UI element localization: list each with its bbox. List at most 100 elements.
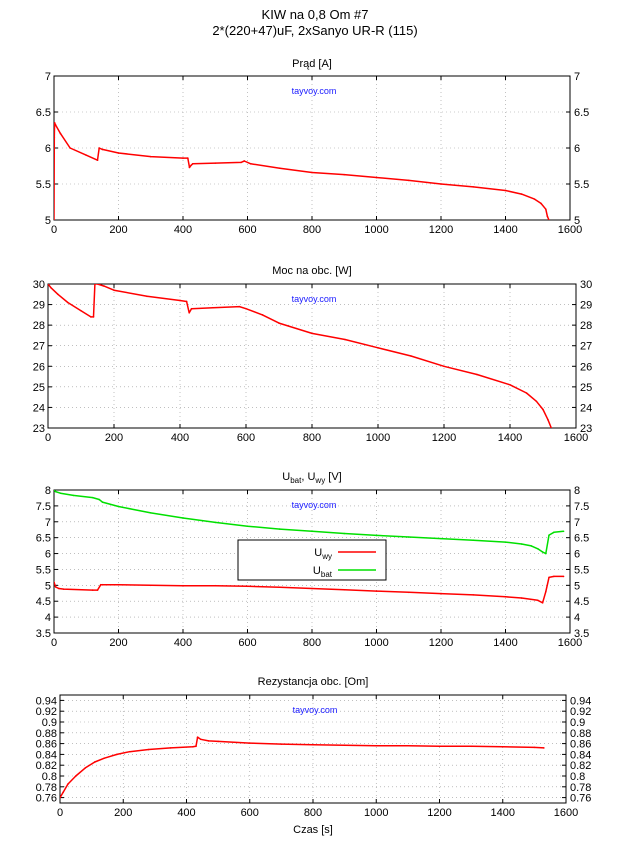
data-point-I bbox=[117, 152, 120, 154]
data-point-P bbox=[344, 338, 346, 341]
data-point-R bbox=[438, 745, 441, 748]
data-point-I bbox=[440, 183, 442, 185]
data-point-P bbox=[92, 316, 95, 318]
data-point-P bbox=[190, 307, 193, 310]
data-point-I bbox=[311, 171, 313, 174]
x-tick-label: 1200 bbox=[429, 224, 453, 236]
data-point-Ubat bbox=[149, 512, 152, 514]
data-point-Ubat bbox=[548, 534, 550, 536]
y-tick-label-right: 0.82 bbox=[570, 760, 591, 772]
data-point-R bbox=[60, 796, 61, 799]
data-point-Ubat bbox=[72, 494, 75, 497]
legend-box bbox=[237, 539, 387, 581]
data-point-I bbox=[472, 186, 475, 188]
x-tick-label: 200 bbox=[105, 432, 123, 444]
data-point-R bbox=[195, 745, 197, 748]
data-point-P bbox=[535, 400, 538, 403]
x-tick-label: 200 bbox=[109, 637, 127, 649]
y-tick-label-right: 26 bbox=[580, 361, 592, 373]
data-point-P bbox=[238, 305, 241, 308]
data-point-Uwy bbox=[214, 584, 217, 587]
series-line-Ubat bbox=[54, 490, 564, 555]
chart-voltage: Ubat, Uwy [V] 0 200 400 600 800 1000 1200 1400 16… bbox=[36, 471, 590, 649]
x-tick-label: 1400 bbox=[493, 637, 517, 649]
data-point-P bbox=[96, 284, 99, 285]
y-tick-label-right: 0.9 bbox=[570, 717, 585, 729]
y-tick-label-left: 6.5 bbox=[36, 107, 51, 119]
data-point-P bbox=[90, 316, 92, 318]
y-tick-label-left: 5.5 bbox=[36, 179, 51, 191]
x-tick-label: 400 bbox=[177, 807, 195, 819]
y-tick-label-left: 0.82 bbox=[36, 760, 57, 772]
data-point-Uwy bbox=[246, 585, 249, 588]
y-tick-label-left: 5.5 bbox=[36, 564, 51, 576]
data-point-R bbox=[543, 747, 545, 749]
figure-title-line2: 2*(220+47)uF, 2xSanyo UR-R (115) bbox=[212, 23, 417, 38]
chart-title: Ubat, Uwy [V] bbox=[282, 471, 341, 485]
y-tick-label-left: 5 bbox=[45, 580, 51, 592]
x-tick-label: 1200 bbox=[427, 807, 451, 819]
data-point-I bbox=[240, 161, 242, 164]
y-tick-label-right: 25 bbox=[580, 382, 592, 394]
data-point-I bbox=[98, 147, 100, 149]
data-point-Uwy bbox=[504, 595, 507, 598]
x-tick-label: 600 bbox=[238, 224, 256, 236]
data-point-Ubat bbox=[541, 551, 544, 553]
data-point-P bbox=[542, 408, 544, 411]
series-Uwy bbox=[54, 575, 565, 604]
data-point-Ubat bbox=[214, 521, 217, 524]
data-point-Ubat bbox=[562, 530, 565, 533]
data-point-R bbox=[62, 791, 64, 793]
data-point-I bbox=[85, 154, 88, 156]
x-tick-label: 1200 bbox=[429, 637, 453, 649]
data-point-Ubat bbox=[54, 490, 55, 491]
watermark-text: tayvoy.com bbox=[292, 294, 337, 304]
chart-title: Prąd [A] bbox=[292, 58, 332, 70]
series-line-P bbox=[48, 284, 552, 428]
data-point-P bbox=[476, 373, 478, 376]
data-point-P bbox=[261, 314, 264, 316]
data-point-I bbox=[504, 189, 507, 192]
legend: Uwy Ubat bbox=[237, 539, 387, 581]
data-point-Uwy bbox=[407, 591, 410, 594]
data-point-I bbox=[187, 157, 189, 159]
data-point-I bbox=[548, 219, 550, 220]
y-tick-label-left: 26 bbox=[33, 361, 45, 373]
y-tick-label-left: 7 bbox=[45, 517, 51, 529]
data-point-P bbox=[443, 365, 445, 368]
data-point-P bbox=[212, 306, 214, 309]
x-tick-label: 1600 bbox=[564, 432, 588, 444]
data-point-Uwy bbox=[101, 583, 104, 586]
x-tick-label: 1200 bbox=[432, 432, 456, 444]
data-point-P bbox=[185, 300, 188, 303]
y-tick-label-right: 6 bbox=[574, 549, 580, 561]
data-point-R bbox=[312, 743, 314, 746]
x-tick-label: 600 bbox=[237, 432, 255, 444]
data-point-Uwy bbox=[548, 576, 550, 579]
data-point-Uwy bbox=[311, 587, 313, 590]
y-tick-label-left: 5 bbox=[45, 215, 51, 227]
data-point-Ubat bbox=[59, 492, 62, 494]
x-tick-label: 1600 bbox=[558, 637, 582, 649]
series-P bbox=[48, 284, 553, 428]
data-point-I bbox=[54, 219, 55, 220]
y-tick-label-right: 7 bbox=[574, 71, 580, 83]
data-point-Ubat bbox=[182, 517, 184, 519]
y-tick-label-right: 7 bbox=[574, 517, 580, 529]
data-point-R bbox=[199, 738, 202, 741]
y-tick-label-right: 23 bbox=[580, 423, 592, 435]
x-tick-label: 600 bbox=[238, 637, 256, 649]
y-tick-label-left: 0.86 bbox=[36, 739, 57, 751]
y-tick-label-right: 0.94 bbox=[570, 695, 591, 707]
data-point-P bbox=[113, 289, 115, 291]
y-tick-label-left: 0.76 bbox=[36, 793, 57, 805]
y-tick-label-left: 24 bbox=[33, 402, 45, 414]
data-point-R bbox=[533, 746, 536, 749]
y-tick-label-left: 29 bbox=[33, 300, 45, 312]
y-tick-label-left: 25 bbox=[33, 382, 45, 394]
data-point-Uwy bbox=[278, 586, 281, 589]
data-point-Uwy bbox=[96, 589, 99, 591]
data-point-P bbox=[525, 392, 528, 394]
x-tick-label: 1000 bbox=[364, 807, 388, 819]
